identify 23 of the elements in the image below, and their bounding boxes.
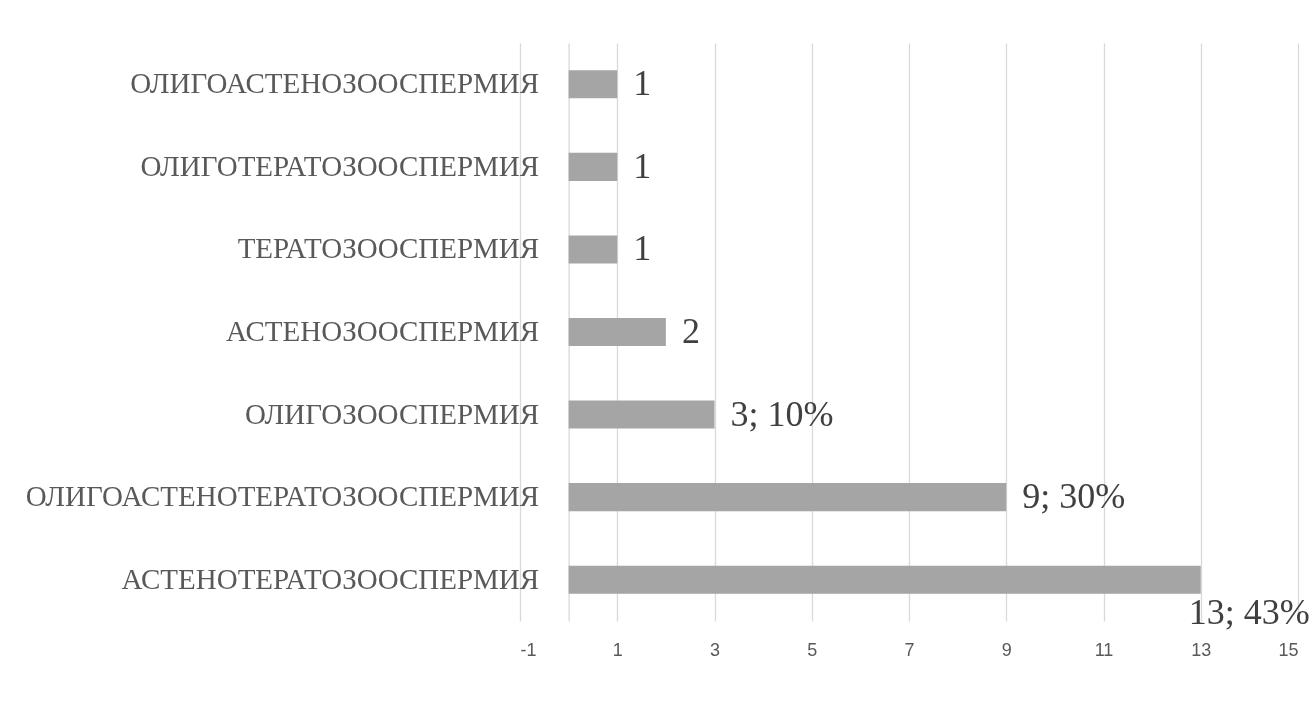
y-tick-label: ОЛИГОЗООСПЕРМИЯ (245, 397, 540, 430)
data-label: 1 (633, 228, 652, 269)
data-label: 1 (633, 63, 652, 104)
y-tick-label: ТЕРАТОЗООСПЕРМИЯ (237, 232, 540, 265)
data-label: 13; 43% (1188, 591, 1310, 632)
x-tick-label: -1 (520, 639, 537, 660)
y-tick-label: АСТЕНОТЕРАТОЗООСПЕРМИЯ (121, 562, 540, 595)
x-tick-label: 5 (807, 639, 818, 660)
data-label: 2 (681, 311, 700, 351)
y-tick-label: ОЛИГОТЕРАТОЗООСПЕРМИЯ (140, 149, 540, 182)
data-label: 9; 30% (1022, 476, 1126, 517)
data-label: 3; 10% (730, 393, 834, 434)
y-tick-label: ОЛИГОАСТЕНОЗООСПЕРМИЯ (130, 67, 540, 100)
x-tick-label: 7 (904, 639, 915, 660)
x-tick-label: 9 (1001, 639, 1012, 660)
x-tick-label: 3 (709, 639, 721, 660)
x-tick-label: 11 (1094, 639, 1114, 660)
x-tick-label: 15 (1278, 639, 1299, 660)
y-tick-label: АСТЕНОЗООСПЕРМИЯ (226, 315, 540, 347)
x-tick-label: 1 (612, 639, 623, 660)
x-tick-label: 13 (1191, 639, 1212, 660)
data-label: 1 (633, 145, 652, 186)
y-tick-label: ОЛИГОАСТЕНОТЕРАТОЗООСПЕРМИЯ (25, 480, 540, 513)
